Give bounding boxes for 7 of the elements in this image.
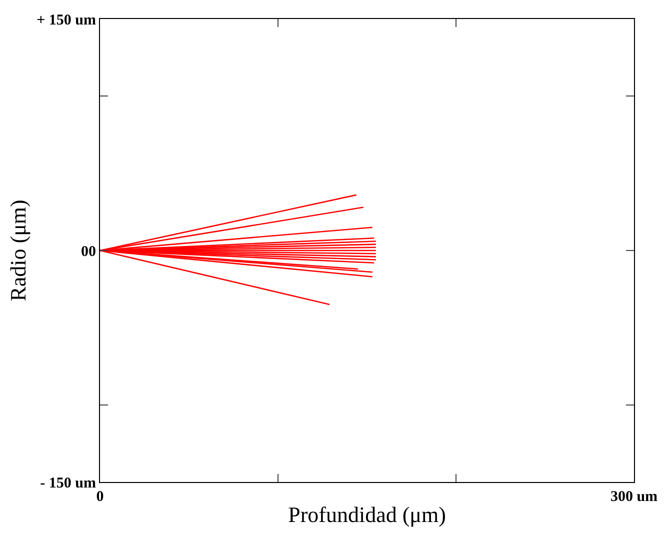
- x-axis-title: Profundidad (μm): [288, 502, 446, 527]
- x-tick-label: 300 um: [610, 489, 658, 505]
- y-tick-label: 00: [81, 244, 96, 260]
- y-tick-label: + 150 um: [36, 12, 96, 28]
- y-tick-label: - 150 um: [40, 475, 96, 492]
- x-tick-label: 0: [96, 489, 104, 505]
- y-axis-title: Radio (μm): [5, 200, 30, 302]
